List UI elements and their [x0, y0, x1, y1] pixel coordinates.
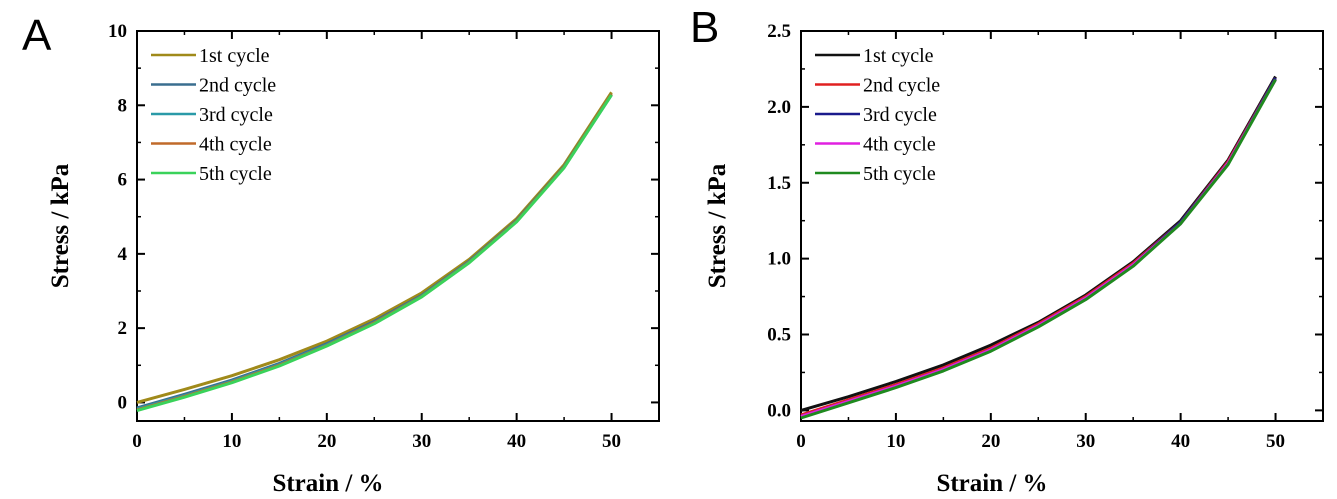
y-tick-label: 6 — [118, 170, 128, 191]
x-tick-label: 10 — [222, 431, 241, 452]
legend-label: 1st cycle — [199, 45, 270, 67]
y-tick-label: 1.5 — [767, 173, 791, 194]
y-tick-label: 10 — [108, 21, 127, 42]
legend-label: 5th cycle — [199, 163, 272, 185]
series-line-1 — [800, 75, 1277, 412]
y-axis-title: Stress / kPa — [47, 163, 74, 288]
x-tick-label: 20 — [981, 431, 1000, 452]
plot-frame — [800, 30, 1324, 422]
x-tick-label: 50 — [602, 431, 621, 452]
x-tick-label: 10 — [886, 431, 905, 452]
legend-label: 4th cycle — [199, 134, 272, 156]
x-tick-label: 40 — [507, 431, 526, 452]
series-line-4 — [800, 78, 1277, 418]
plot-frame — [136, 30, 660, 422]
legend: 1st cycle 2nd cycle 3rd cycle 4th cycle 5th … — [151, 45, 276, 185]
y-tick-label: 4 — [118, 244, 128, 265]
legend-label: 5th cycle — [863, 163, 936, 185]
y-tick-label: 0.0 — [767, 400, 791, 421]
x-tick-label: 40 — [1171, 431, 1190, 452]
x-tick-label: 20 — [317, 431, 336, 452]
legend-label: 3rd cycle — [199, 104, 273, 126]
x-axis-title: Strain / % — [272, 470, 383, 497]
y-tick-label: 2.5 — [767, 21, 791, 42]
legend-label: 3rd cycle — [863, 104, 937, 126]
series-line-2 — [800, 77, 1277, 417]
y-tick-label: 0.5 — [767, 325, 791, 346]
x-tick-label: 30 — [412, 431, 431, 452]
x-tick-label: 50 — [1266, 431, 1285, 452]
y-tick-label: 2.0 — [767, 97, 791, 118]
x-tick-label: 0 — [132, 431, 142, 452]
legend-label: 4th cycle — [863, 134, 936, 156]
x-tick-label: 0 — [796, 431, 806, 452]
chart-panel-b: B 0 10 20 30 40 50 0.0 0.5 1.0 1.5 2.0 2.5 Strain / %… — [690, 3, 1324, 497]
legend-label: 2nd cycle — [199, 75, 276, 97]
x-tick-label: 30 — [1076, 431, 1095, 452]
series-line-3 — [800, 77, 1277, 418]
legend: 1st cycle 2nd cycle 3rd cycle 4th cycle 5th … — [815, 45, 940, 185]
chart-panel-a: A 0 10 20 30 40 50 0 2 4 6 8 10 Strain / % Stress / kP… — [22, 11, 660, 497]
legend-label: 2nd cycle — [863, 75, 940, 97]
legend-label: 1st cycle — [863, 45, 934, 67]
y-tick-label: 8 — [118, 95, 128, 116]
panel-label: A — [22, 11, 52, 60]
y-tick-label: 2 — [118, 318, 128, 339]
y-tick-label: 1.0 — [767, 249, 791, 270]
panel-label: B — [690, 3, 719, 52]
y-axis-title: Stress / kPa — [704, 163, 731, 288]
series-line-5 — [800, 78, 1277, 420]
y-tick-label: 0 — [118, 392, 128, 413]
x-axis-title: Strain / % — [936, 470, 1047, 497]
series-line-5 — [136, 94, 613, 413]
